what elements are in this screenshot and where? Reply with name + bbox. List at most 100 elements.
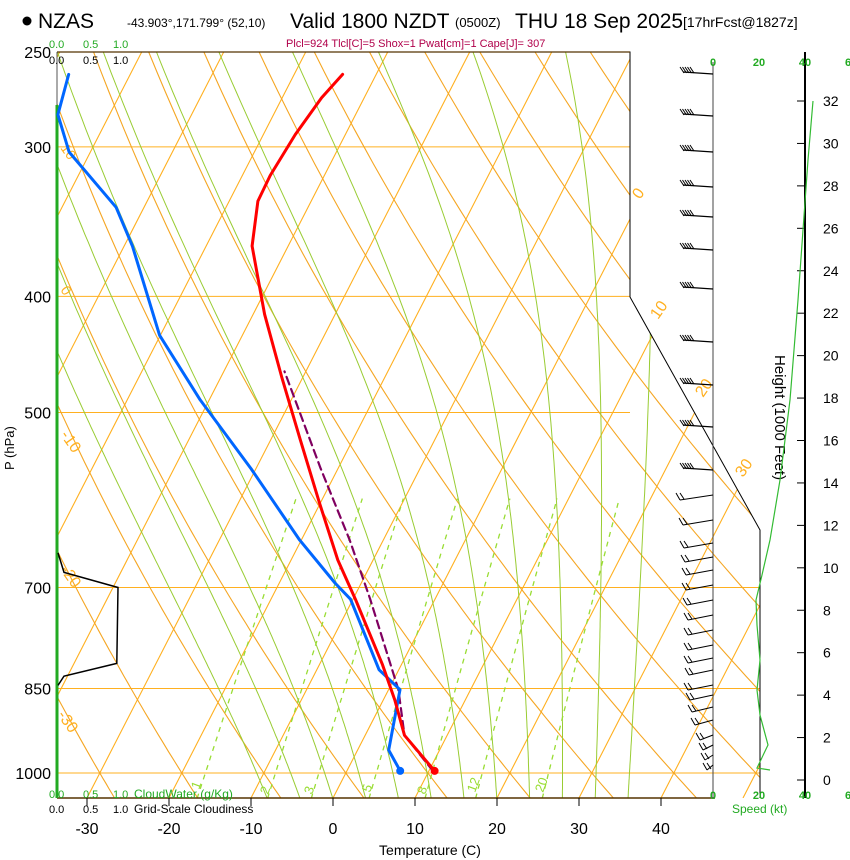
wind-barb-flag	[684, 554, 690, 562]
height-tick-label: 6	[823, 645, 831, 661]
wind-barb	[679, 209, 714, 218]
isotherm-label: 0	[58, 283, 76, 299]
wind-barb-flag	[679, 540, 685, 549]
wind-barb	[679, 108, 714, 117]
wind-barb-flag	[683, 642, 689, 651]
cloudiness-scale-bottom-tick: 1.0	[113, 804, 128, 816]
wind-barb-staff	[699, 734, 714, 741]
wind-barb-flag	[682, 66, 687, 74]
wind-barb	[683, 627, 714, 636]
wind-barb	[683, 682, 714, 691]
height-tick-label: 4	[823, 687, 831, 703]
height-tick-label: 32	[823, 93, 839, 109]
moist-adiabat-line	[57, 52, 301, 798]
mixing-ratio-line	[541, 498, 620, 798]
isotherm-line	[578, 52, 760, 798]
dry-adiabat-line	[57, 52, 116, 798]
wind-barb-flag	[683, 612, 689, 621]
mixing-ratio-label: 8	[414, 784, 431, 796]
wind-barb-flag	[687, 704, 693, 713]
wind-barb-flag	[682, 281, 687, 289]
wind-barb-staff	[682, 286, 714, 290]
wind-barb-staff	[685, 584, 714, 591]
height-tick-label: 2	[823, 730, 831, 746]
wind-barb-flag	[679, 419, 685, 427]
mixing-ratio-line	[266, 498, 363, 798]
wind-barb	[683, 642, 714, 651]
wind-barb-staff	[679, 494, 714, 501]
station-marker-icon	[22, 16, 32, 26]
moist-adiabat-line	[57, 52, 367, 798]
wind-barb	[679, 144, 714, 153]
wind-barb-flag	[687, 682, 693, 690]
mixing-ratio-line	[196, 498, 297, 798]
mixing-ratio-label: 5	[359, 782, 376, 794]
wind-barb-flag	[691, 704, 697, 712]
dry-adiabat-line	[93, 52, 531, 798]
wind-barb-flag	[684, 66, 690, 74]
mixing-ratio-label: 3	[301, 784, 318, 796]
wind-barb-staff	[688, 669, 714, 676]
wind-barb-flag	[700, 752, 706, 761]
cloudiness-panel: 0.0 0.5 1.0 0.0 0.5 1.0 0.0 0.5 1.0 0.0 0.5 1.0 Clou…	[49, 39, 253, 816]
height-tick-label: 24	[823, 263, 839, 279]
wind-barb-flag	[689, 377, 695, 385]
wind-barb-flag	[679, 66, 685, 74]
height-tick-label: 26	[823, 220, 839, 236]
wind-barb-staff	[682, 149, 714, 153]
speed-tick-bottom: 40	[799, 790, 811, 802]
wind-barb-flag	[689, 462, 695, 470]
wind-barb-staff	[682, 519, 714, 526]
isotherm-label: 10	[647, 298, 671, 322]
wind-barb	[681, 582, 714, 591]
wind-barb-flag	[681, 567, 687, 576]
mixing-ratio-line	[424, 498, 511, 798]
sounding-series	[56, 72, 439, 775]
wind-barb-staff	[687, 644, 714, 651]
wind-barb	[678, 517, 714, 526]
temperature-tick-label: 40	[652, 821, 670, 838]
temperature-tick-label: -30	[75, 821, 98, 838]
mixing-ratio-label: 1	[188, 779, 205, 791]
wind-barb-flag	[689, 108, 695, 116]
wind-barb-staff	[687, 657, 714, 664]
moist-adiabat-line	[373, 52, 531, 798]
wind-barb-flag	[685, 567, 691, 575]
valid-utc: (0500Z)	[455, 15, 501, 30]
dry-adiabat-line	[57, 52, 365, 798]
temperature-tick-label: 10	[406, 821, 424, 838]
wind-barb-staff	[682, 71, 714, 75]
wind-barb-flag	[687, 627, 693, 635]
height-tick-label: 16	[823, 433, 839, 449]
wind-barb-flag	[682, 517, 688, 525]
wind-barb-staff	[691, 706, 714, 713]
wind-barb-staff	[682, 247, 714, 251]
wind-barb-flag	[689, 66, 695, 74]
wind-barb	[679, 66, 714, 75]
wind-barb-staff	[682, 467, 714, 471]
wind-barb	[683, 655, 714, 664]
wind-barb-flag	[684, 462, 690, 470]
wind-barb	[695, 732, 714, 741]
temperature-tick-label: 0	[329, 821, 338, 838]
wind-barb-flag	[689, 334, 695, 342]
wind-barb-flag	[689, 242, 695, 250]
moist-adiabat-line	[98, 52, 399, 798]
wind-barb-flag	[687, 66, 692, 74]
dry-adiabat-line	[479, 52, 760, 798]
wind-barb-flag	[687, 462, 692, 470]
wind-barb-staff	[704, 754, 714, 761]
moist-adiabat-line	[213, 52, 465, 798]
wind-barb-staff	[702, 744, 714, 751]
forecast-info: [17hrFcst@1827z]	[683, 14, 798, 30]
isotherm-line	[414, 52, 760, 798]
wind-barb-staff	[682, 214, 714, 218]
dry-adiabat-line	[589, 52, 760, 798]
wind-barb-flag	[679, 242, 685, 250]
isotherm-line	[86, 52, 471, 798]
station-location: -43.903°,171.799° (52,10)	[127, 16, 265, 30]
wind-barb-flag	[684, 242, 690, 250]
wind-barb-flag	[687, 419, 692, 427]
wind-barb-flag	[683, 655, 689, 664]
